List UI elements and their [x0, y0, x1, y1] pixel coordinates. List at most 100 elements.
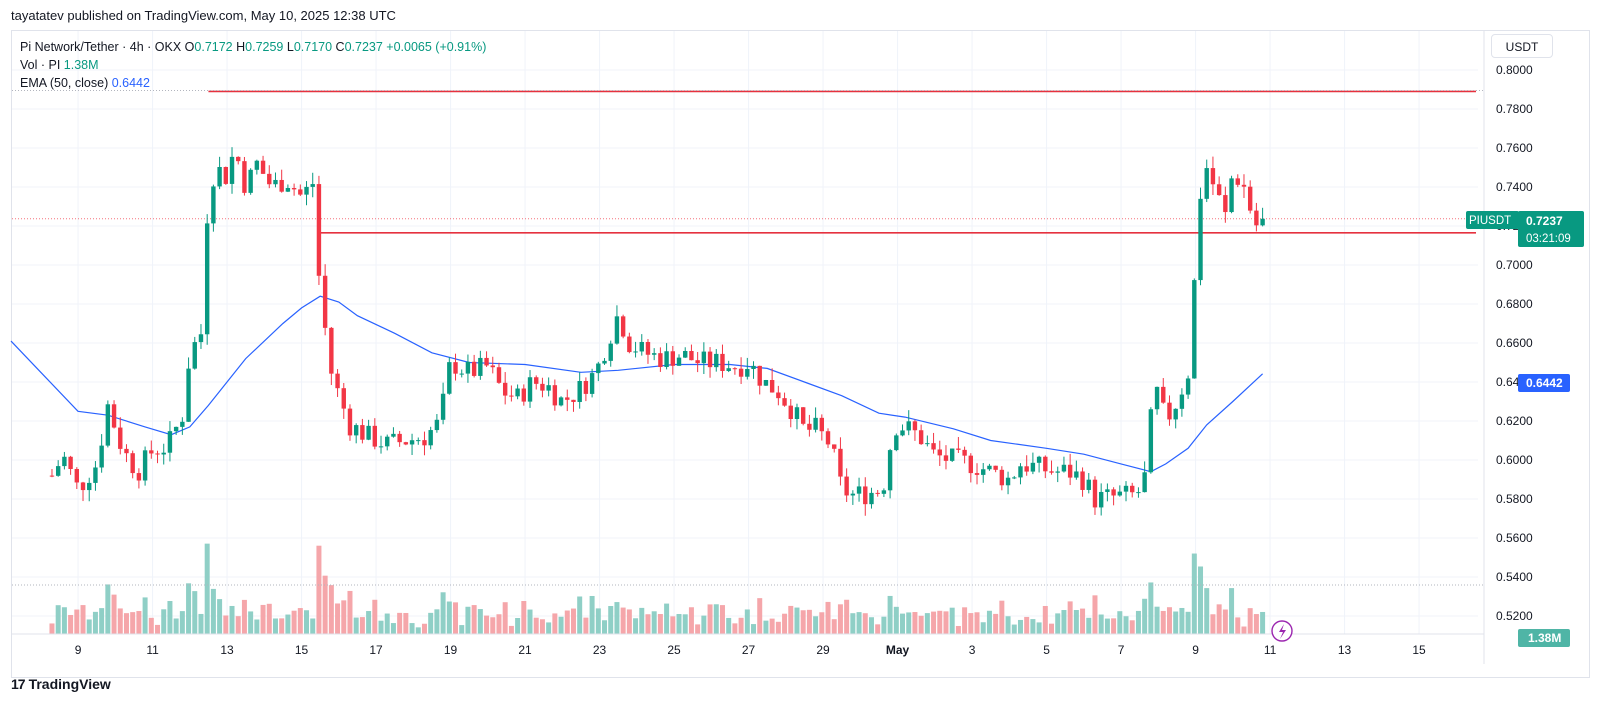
candle-body — [1185, 378, 1191, 395]
candle-body — [1067, 464, 1073, 478]
candle-body — [142, 450, 148, 481]
volume-bar — [1210, 614, 1216, 634]
symbol-label[interactable]: Pi Network/Tether · 4h · OKX — [20, 40, 182, 54]
volume-bar — [1123, 616, 1129, 634]
ema-label[interactable]: EMA (50, close) — [20, 76, 109, 90]
candle-body — [651, 353, 657, 355]
candle-body — [1142, 472, 1147, 493]
candle-body — [347, 408, 353, 436]
open-value: 0.7172 — [194, 40, 233, 54]
candle-body — [62, 456, 67, 467]
volume-bar — [813, 616, 819, 634]
volume-bar — [1098, 614, 1104, 634]
volume-bar — [999, 600, 1005, 634]
candle-body — [254, 160, 260, 170]
volume-bar — [1148, 582, 1154, 634]
candle-body — [161, 452, 166, 455]
candle-body — [1092, 479, 1098, 508]
volume-bar — [707, 604, 713, 634]
candle-body — [378, 446, 384, 448]
volume-bar — [993, 613, 999, 634]
volume-bar — [868, 617, 874, 634]
time-tick-label: 15 — [295, 643, 309, 657]
volume-bar — [155, 624, 161, 634]
candle-body — [1210, 168, 1216, 185]
candle-body — [428, 430, 433, 446]
candle-body — [217, 166, 222, 187]
volume-bar — [421, 623, 427, 634]
time-tick-label: 27 — [742, 643, 756, 657]
volume-bar — [341, 600, 347, 634]
candle-body — [670, 351, 676, 366]
candle-body — [887, 450, 893, 491]
volume-bar — [608, 606, 614, 634]
tradingview-brand[interactable]: 17 TradingView — [11, 676, 111, 692]
candle-body — [465, 361, 471, 374]
candle-body — [906, 421, 911, 431]
candle-body — [416, 440, 421, 442]
candles — [49, 147, 1265, 516]
candle-body — [999, 469, 1005, 486]
low-value: 0.7170 — [293, 40, 333, 54]
price-tick-label: 0.7800 — [1496, 102, 1533, 116]
volume-bar — [701, 615, 707, 634]
candle-body — [1223, 195, 1228, 213]
volume-bar — [1142, 598, 1148, 634]
volume-bar — [751, 624, 757, 634]
candle-body — [1260, 218, 1265, 226]
candle-body — [925, 443, 930, 445]
volume-bar — [1055, 613, 1061, 634]
candle-body — [304, 186, 309, 195]
volume-bar — [577, 596, 583, 634]
candle-body — [987, 465, 992, 470]
candle-body — [316, 184, 322, 276]
volume-bar — [99, 608, 105, 634]
volume-bar — [310, 618, 316, 634]
volume-bar — [819, 612, 825, 634]
alert-icon[interactable] — [1271, 620, 1293, 642]
volume-bar — [465, 606, 471, 634]
volume-bar — [105, 584, 111, 634]
currency-selector[interactable]: USDT — [1491, 34, 1553, 58]
volume-bar — [80, 605, 86, 634]
candle-body — [1098, 491, 1104, 508]
candle-body — [136, 473, 142, 481]
candle-body — [974, 473, 980, 475]
bar-countdown-label: 03:21:09 — [1526, 233, 1571, 245]
volume-label[interactable]: Vol · PI — [20, 58, 61, 72]
candle-body — [794, 407, 800, 420]
volume-bar — [862, 613, 868, 634]
candle-body — [409, 440, 415, 445]
candle-body — [1235, 178, 1240, 185]
candle-body — [1148, 409, 1154, 473]
volume-bar — [769, 618, 775, 634]
volume-bar — [192, 591, 198, 634]
candle-body — [118, 427, 123, 449]
candle-body — [745, 369, 750, 377]
volume-bar — [49, 623, 55, 634]
candle-body — [1229, 178, 1234, 213]
chart-frame — [11, 30, 1590, 678]
candle-body — [285, 188, 291, 192]
candle-body — [596, 363, 601, 374]
candle-body — [242, 161, 247, 193]
volume-bar — [664, 603, 670, 634]
volume-bar — [881, 616, 887, 634]
candle-body — [602, 360, 607, 364]
candle-body — [502, 382, 508, 396]
volume-bar — [304, 610, 310, 634]
candle-body — [1074, 471, 1079, 478]
candle-body — [515, 388, 520, 397]
volume-bar — [757, 598, 763, 634]
volume-bar — [657, 614, 663, 634]
candle-body — [267, 173, 272, 185]
brand-name: TradingView — [28, 676, 111, 692]
volume-bar — [825, 601, 831, 634]
candle-body — [738, 368, 744, 377]
time-tick-label: 21 — [518, 643, 532, 657]
candle-body — [149, 450, 154, 454]
volume-bar — [1129, 620, 1135, 634]
volume-value: 1.38M — [63, 58, 99, 72]
price-tick-label: 0.7600 — [1496, 141, 1533, 155]
